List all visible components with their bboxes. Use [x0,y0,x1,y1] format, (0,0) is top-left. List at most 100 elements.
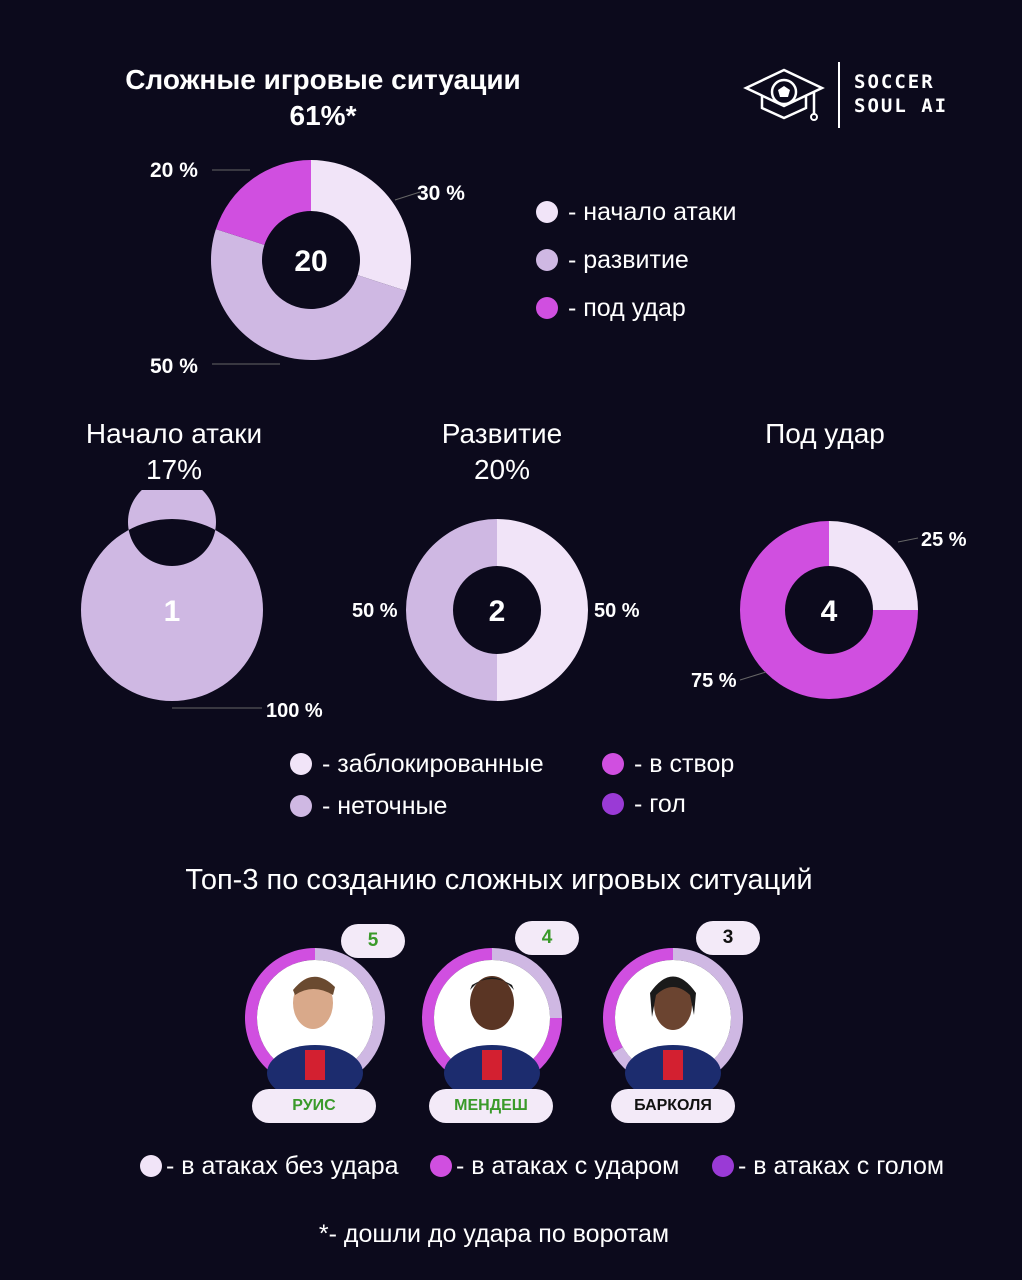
logo-line-1: SOCCER [854,71,935,93]
section-title-development: Развитие 20% [372,416,632,488]
player-photo-ruiz [257,960,373,1101]
legend-dot [536,249,558,271]
legend-label: - в атаках с голом [738,1151,945,1180]
player-count-mendes: 4 [515,921,579,955]
slice-label-50: 50 % [150,355,198,378]
donut-shot: 4 25 % 75 % [691,521,967,699]
slice-label-30: 30 % [417,182,465,205]
legend-label: - заблокированные [322,749,544,778]
slice-label: 75 % [691,670,737,692]
slices [422,948,562,1088]
donut-main-slice-развитие [211,229,407,360]
donut-main-slice-начало-атаки [311,160,411,291]
slice-label: 50 % [594,600,640,622]
page-title: Сложные игровые ситуации 61%* [60,62,586,134]
donut-shot-slice-заблокированные [829,521,918,610]
donut-main-center-value: 20 [294,245,327,278]
logo-divider [838,62,840,128]
legend-item: - в атаках с голом [712,1148,944,1184]
section-title-text: Развитие [441,418,563,449]
player-ring-ruiz-slice-в-атаках-без-удара [315,948,386,1075]
players-rings [245,948,743,1101]
donut-development-slice-заблокированные [497,519,588,701]
slice-label-20: 20 % [150,159,198,182]
legend-top: - начало атаки - развитие - под удар [536,188,736,332]
donut-main: 20 30 % 20 % 50 % [150,159,465,378]
section-title-start: Начало атаки 17% [44,416,304,488]
legend-item: - в атаках с ударом [430,1148,679,1184]
player-count-barcola: 3 [696,921,760,955]
section-title-text: Под удар [765,418,885,449]
player-count-ruiz: 5 [341,924,405,958]
leader-line [739,671,767,681]
legend-dot [536,297,558,319]
page-title-text: Сложные игровые ситуации [125,64,521,95]
player-photo-barcola [615,960,731,1101]
slices [80,490,263,701]
donut-main-slice-под-удар [215,160,311,245]
slice-label: 25 % [921,529,967,551]
top3-title: Топ-3 по созданию сложных игровых ситуац… [185,864,813,896]
legend-item: - начало атаки [536,188,736,236]
footnote: *- дошли до удара по воротам [318,1220,670,1248]
slice-label: 50 % [352,600,398,622]
player-ring-mendes-slice-в-атаках-без-удара [492,948,562,1018]
donut-start-slice-неточные [80,490,263,701]
donut-shot-slice-в-створ [740,521,918,699]
legend-label: - неточные [322,791,448,820]
brand-logo: SOCCER SOUL AI [742,62,957,130]
legend-item: - в атаках без удара [140,1148,399,1184]
legend-label: - в атаках без удара [166,1151,399,1180]
donut-row: 1 100 % 2 50 % 50 % 4 25 % 75 % [80,490,967,722]
donut-development: 2 50 % 50 % [352,519,640,701]
legend-label: - начало атаки [568,197,737,226]
player-name-mendes: МЕНДЕШ [429,1089,553,1123]
legend-item: - под удар [536,284,736,332]
slice-label: 100 % [266,700,323,722]
legend-label: - в створ [634,749,735,778]
leader-line [897,537,919,543]
legend-item: - развитие [536,236,736,284]
legend-item: - в створ [602,744,734,784]
legend-dot [602,753,624,775]
legend-dot [140,1155,162,1177]
player-name-ruiz: РУИС [252,1089,376,1123]
section-title-value: 17% [145,454,203,485]
legend-dot [430,1155,452,1177]
player-ring-barcola-slice-в-атаках-с-ударом [602,948,673,1053]
legend-item: - неточные [290,786,447,826]
donut-development-slice-неточные [406,519,497,701]
legend-dot [536,201,558,223]
player-ring-barcola [602,948,743,1088]
legend-label: - в атаках с ударом [456,1151,680,1180]
slices [602,948,743,1088]
legend-item: - заблокированные [290,744,544,784]
leader-line-30 [394,191,421,201]
legend-dot [290,795,312,817]
donut-start-center-value: 1 [164,595,181,628]
player-photo-mendes [434,960,550,1101]
logo-line-2: SOUL AI [854,95,949,117]
page-subtitle: 61%* [289,100,357,131]
section-title-text: Начало атаки [85,418,263,449]
logo-text: SOCCER SOUL AI [854,70,948,118]
donut-development-center-value: 2 [489,595,506,628]
graduation-ball-icon [743,68,825,121]
section-title-shot: Под удар [695,416,955,452]
legend-item: - гол [602,784,686,824]
donut-shot-center-value: 4 [821,595,838,628]
player-ring-mendes [422,948,562,1088]
legend-label: - гол [634,789,686,818]
legend-bottom: - в атаках без удара - в атаках с ударом… [140,1148,980,1184]
slices [740,521,918,699]
slices [211,160,411,360]
legend-mid: - заблокированные - неточные - в створ -… [290,744,770,826]
slices [406,519,588,701]
legend-dot [602,793,624,815]
legend-dot [290,753,312,775]
donut-start: 1 100 % [80,490,323,722]
player-name-barcola: БАРКОЛЯ [611,1089,735,1123]
legend-label: - развитие [568,245,689,274]
legend-label: - под удар [568,293,686,322]
legend-dot [712,1155,734,1177]
